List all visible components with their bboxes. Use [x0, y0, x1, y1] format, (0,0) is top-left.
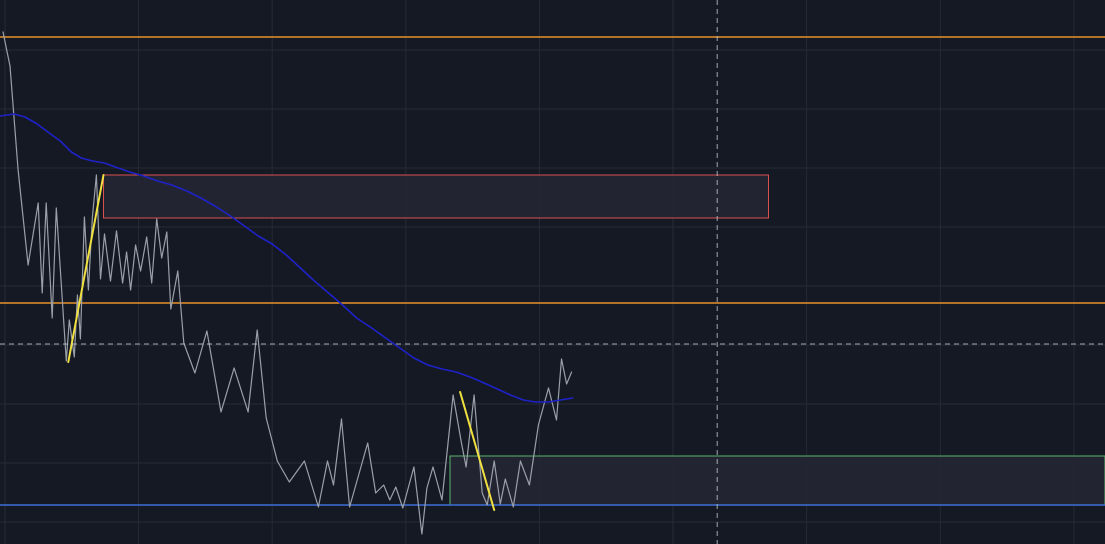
swing-leg-line — [67, 174, 105, 363]
series — [0, 31, 574, 535]
price-line — [2, 31, 573, 535]
levels — [0, 36, 1105, 506]
supply-zone[interactable] — [103, 174, 769, 219]
demand-zone[interactable] — [449, 455, 1105, 506]
swing-leg-line — [459, 391, 496, 511]
zones — [103, 174, 1105, 506]
moving-average-line — [0, 113, 574, 403]
